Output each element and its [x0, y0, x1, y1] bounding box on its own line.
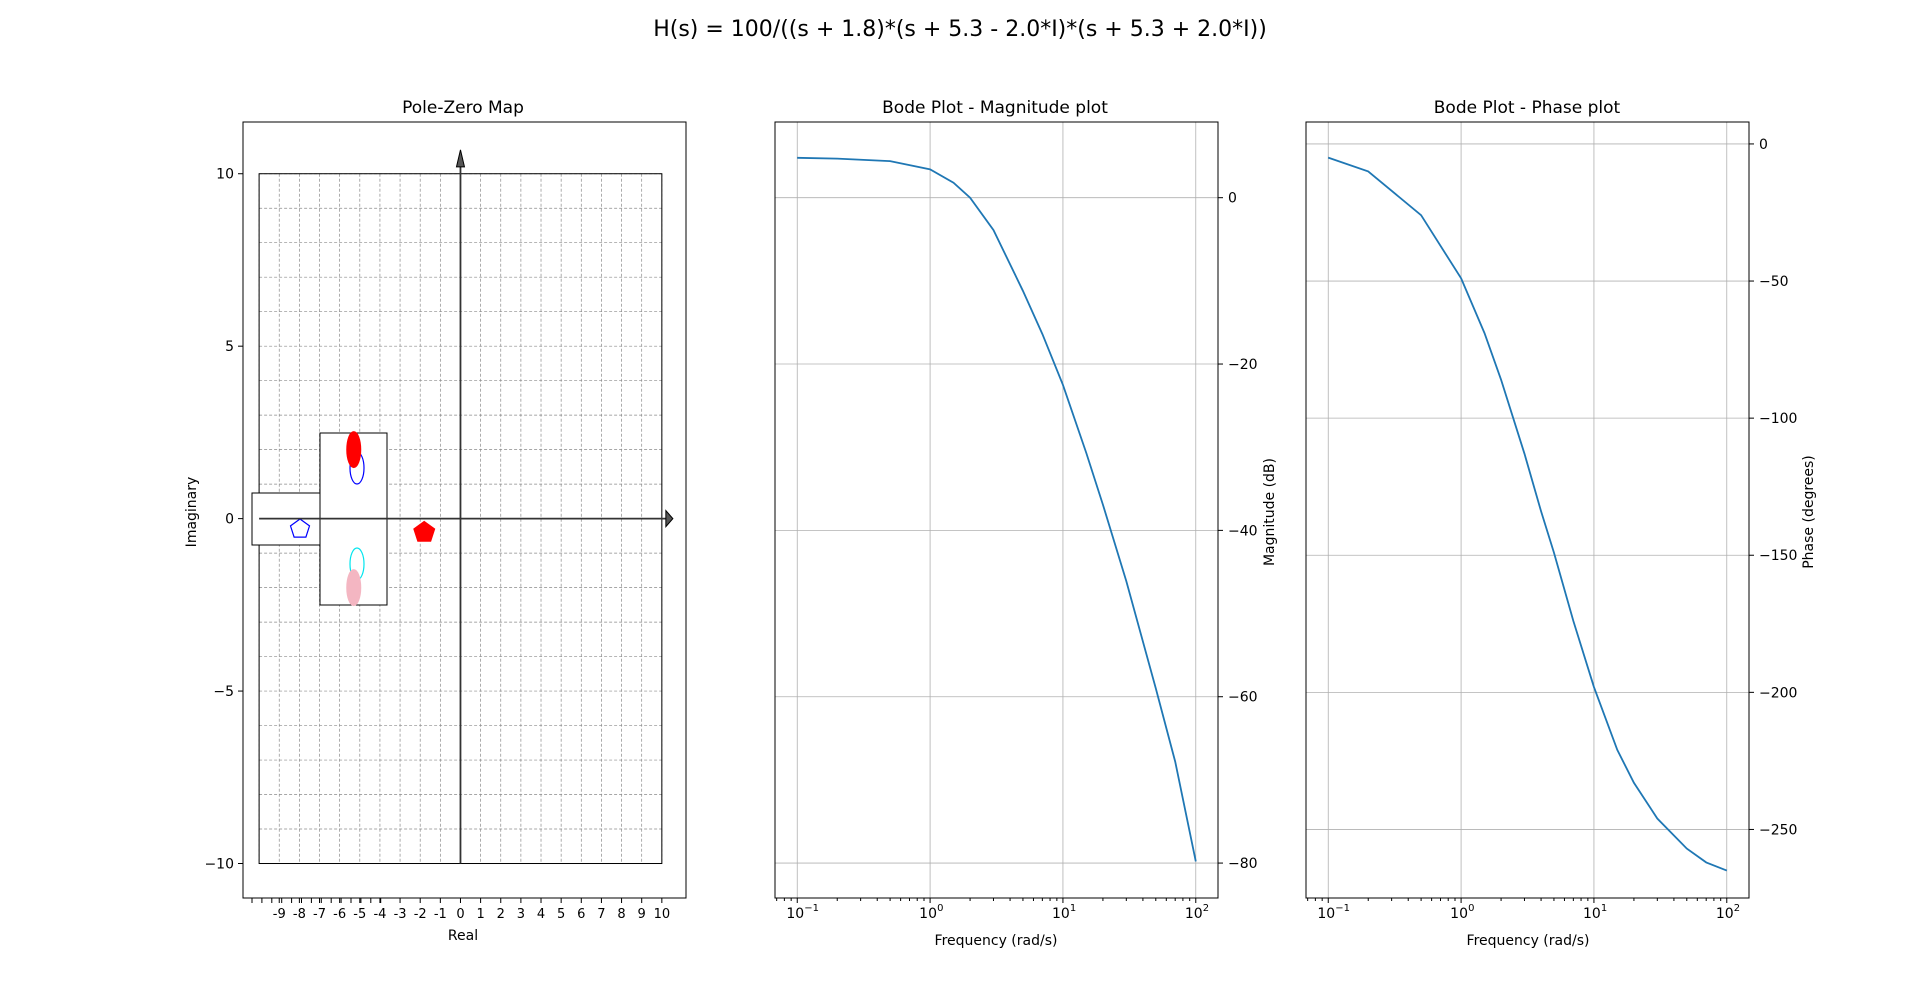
mag-ytick-label: −40 — [1228, 523, 1258, 539]
mag-xtick-exponent: 2 — [1203, 903, 1209, 914]
pz-pole-marker — [346, 569, 362, 607]
ph-xtick-exponent: 0 — [1468, 903, 1474, 914]
pz-ytick-label: −5 — [213, 684, 234, 700]
pz-ytick-label: 0 — [225, 512, 234, 528]
ph-frame — [1305, 121, 1750, 899]
mag-ytick-label: −60 — [1228, 690, 1258, 706]
pz-xtick-label: 7 — [597, 907, 605, 922]
ph-ytick-label: −50 — [1759, 274, 1789, 290]
ph-xtick-label: 10 — [1583, 906, 1601, 922]
ph-series — [1327, 156, 1728, 872]
ph-xlabel: Frequency (rad/s) — [1467, 933, 1590, 949]
ph-ytick-label: −150 — [1759, 548, 1797, 564]
pz-xtick-label: -3 — [394, 907, 407, 922]
ph-ytick-label: −100 — [1759, 411, 1797, 427]
pz-real-axis-arrowhead — [665, 509, 674, 528]
pz-xtick-label: -1 — [434, 907, 447, 922]
pz-xtick-label: 1 — [476, 907, 484, 922]
ph-series-line — [1327, 156, 1728, 872]
pz-xtick-label: 6 — [577, 907, 585, 922]
pz-xtick-label: -2 — [414, 907, 427, 922]
mag-ylabel: Magnitude (dB) — [1262, 458, 1278, 566]
ph-xtick-label: 10 — [1450, 906, 1468, 922]
pz-xtick-label: 8 — [617, 907, 625, 922]
pz-xtick-label: 0 — [456, 907, 464, 922]
ph-xtick-exponent: −1 — [1335, 903, 1350, 914]
mag-xtick-label: 10 — [1052, 906, 1070, 922]
ph-xtick-exponent: 2 — [1734, 903, 1740, 914]
mag-xlabel: Frequency (rad/s) — [935, 933, 1058, 949]
pz-ylabel: Imaginary — [184, 477, 200, 548]
ph-grid — [1306, 122, 1749, 898]
mag-series-line — [797, 156, 1197, 862]
pz-yticks: −10 −5 0 5 10 — [204, 167, 243, 873]
pz-xtick-label: 4 — [537, 907, 545, 922]
pz-ytick-label: −10 — [204, 857, 234, 873]
ph-ytick-label: −250 — [1759, 822, 1797, 838]
pz-ytick-label: 5 — [225, 339, 234, 355]
pz-xtick-label: 5 — [557, 907, 565, 922]
mag-grid — [775, 122, 1218, 898]
mag-ytick-label: −80 — [1228, 856, 1258, 872]
pz-inset-marker — [289, 518, 311, 538]
mag-frame — [774, 121, 1219, 899]
bode-phase-plot: Bode Plot - Phase plot 0 −50 −100 −150 −200 −… — [1305, 98, 1817, 949]
ph-xticks: 10 −1 10 0 10 1 10 2 — [1307, 898, 1740, 922]
ph-xtick-exponent: 1 — [1601, 903, 1607, 914]
pz-xtick-label: -4 — [373, 907, 386, 922]
ph-yticks: 0 −50 −100 −150 −200 −250 — [1749, 137, 1797, 838]
figure-suptitle: H(s) = 100/((s + 1.8)*(s + 5.3 - 2.0*I)*… — [653, 17, 1267, 42]
pz-pole-marker — [413, 520, 436, 542]
mag-xtick-label: 10 — [786, 906, 804, 922]
pz-xtick-label: 2 — [497, 907, 505, 922]
ph-ytick-label: 0 — [1759, 137, 1768, 153]
mag-yticks: 0 −20 −40 −60 −80 — [1218, 191, 1258, 872]
ph-xtick-label: 10 — [1317, 906, 1335, 922]
pz-imag-axis-arrowhead — [455, 149, 466, 168]
ph-title: Bode Plot - Phase plot — [1434, 98, 1621, 118]
mag-ytick-label: −20 — [1228, 357, 1258, 373]
mag-xtick-exponent: −1 — [804, 903, 819, 914]
mag-title: Bode Plot - Magnitude plot — [882, 98, 1108, 118]
pz-xtick-label: -5 — [353, 907, 366, 922]
bode-magnitude-plot: Bode Plot - Magnitude plot 0 −20 −40 −60 −80… — [774, 98, 1278, 949]
pz-xtick-label: -6 — [333, 907, 346, 922]
pz-pole-marker — [346, 431, 362, 469]
pz-xtick-label: -9 — [273, 907, 286, 922]
pz-frame — [242, 121, 687, 899]
ph-ylabel: Phase (degrees) — [1801, 455, 1817, 569]
mag-xticks: 10 −1 10 0 10 1 10 2 — [776, 898, 1209, 922]
pz-xtick-label: -8 — [293, 907, 306, 922]
mag-series — [797, 156, 1197, 862]
mag-xtick-label: 10 — [1185, 906, 1203, 922]
pz-ytick-label: 10 — [216, 167, 234, 183]
mag-xtick-exponent: 1 — [1070, 903, 1076, 914]
pz-poles — [346, 431, 436, 607]
pz-xtick-label: -7 — [313, 907, 326, 922]
mag-ytick-label: 0 — [1228, 191, 1237, 207]
pz-xtick-label: 10 — [654, 907, 671, 922]
ph-ytick-label: −200 — [1759, 685, 1797, 701]
ph-xtick-label: 10 — [1716, 906, 1734, 922]
pz-axes-arrows — [259, 149, 674, 864]
pz-xticks: -9 -8 -7 -6 -5 -4 -3 -2 -1 0 1 2 3 4 5 6 7 8 9 10 — [251, 898, 671, 922]
mag-xtick-label: 10 — [919, 906, 937, 922]
pz-xlabel: Real — [448, 928, 478, 944]
mag-xtick-exponent: 0 — [937, 903, 943, 914]
pz-title: Pole-Zero Map — [402, 98, 524, 118]
pz-xtick-label: 3 — [517, 907, 525, 922]
pz-xtick-label: 9 — [638, 907, 646, 922]
